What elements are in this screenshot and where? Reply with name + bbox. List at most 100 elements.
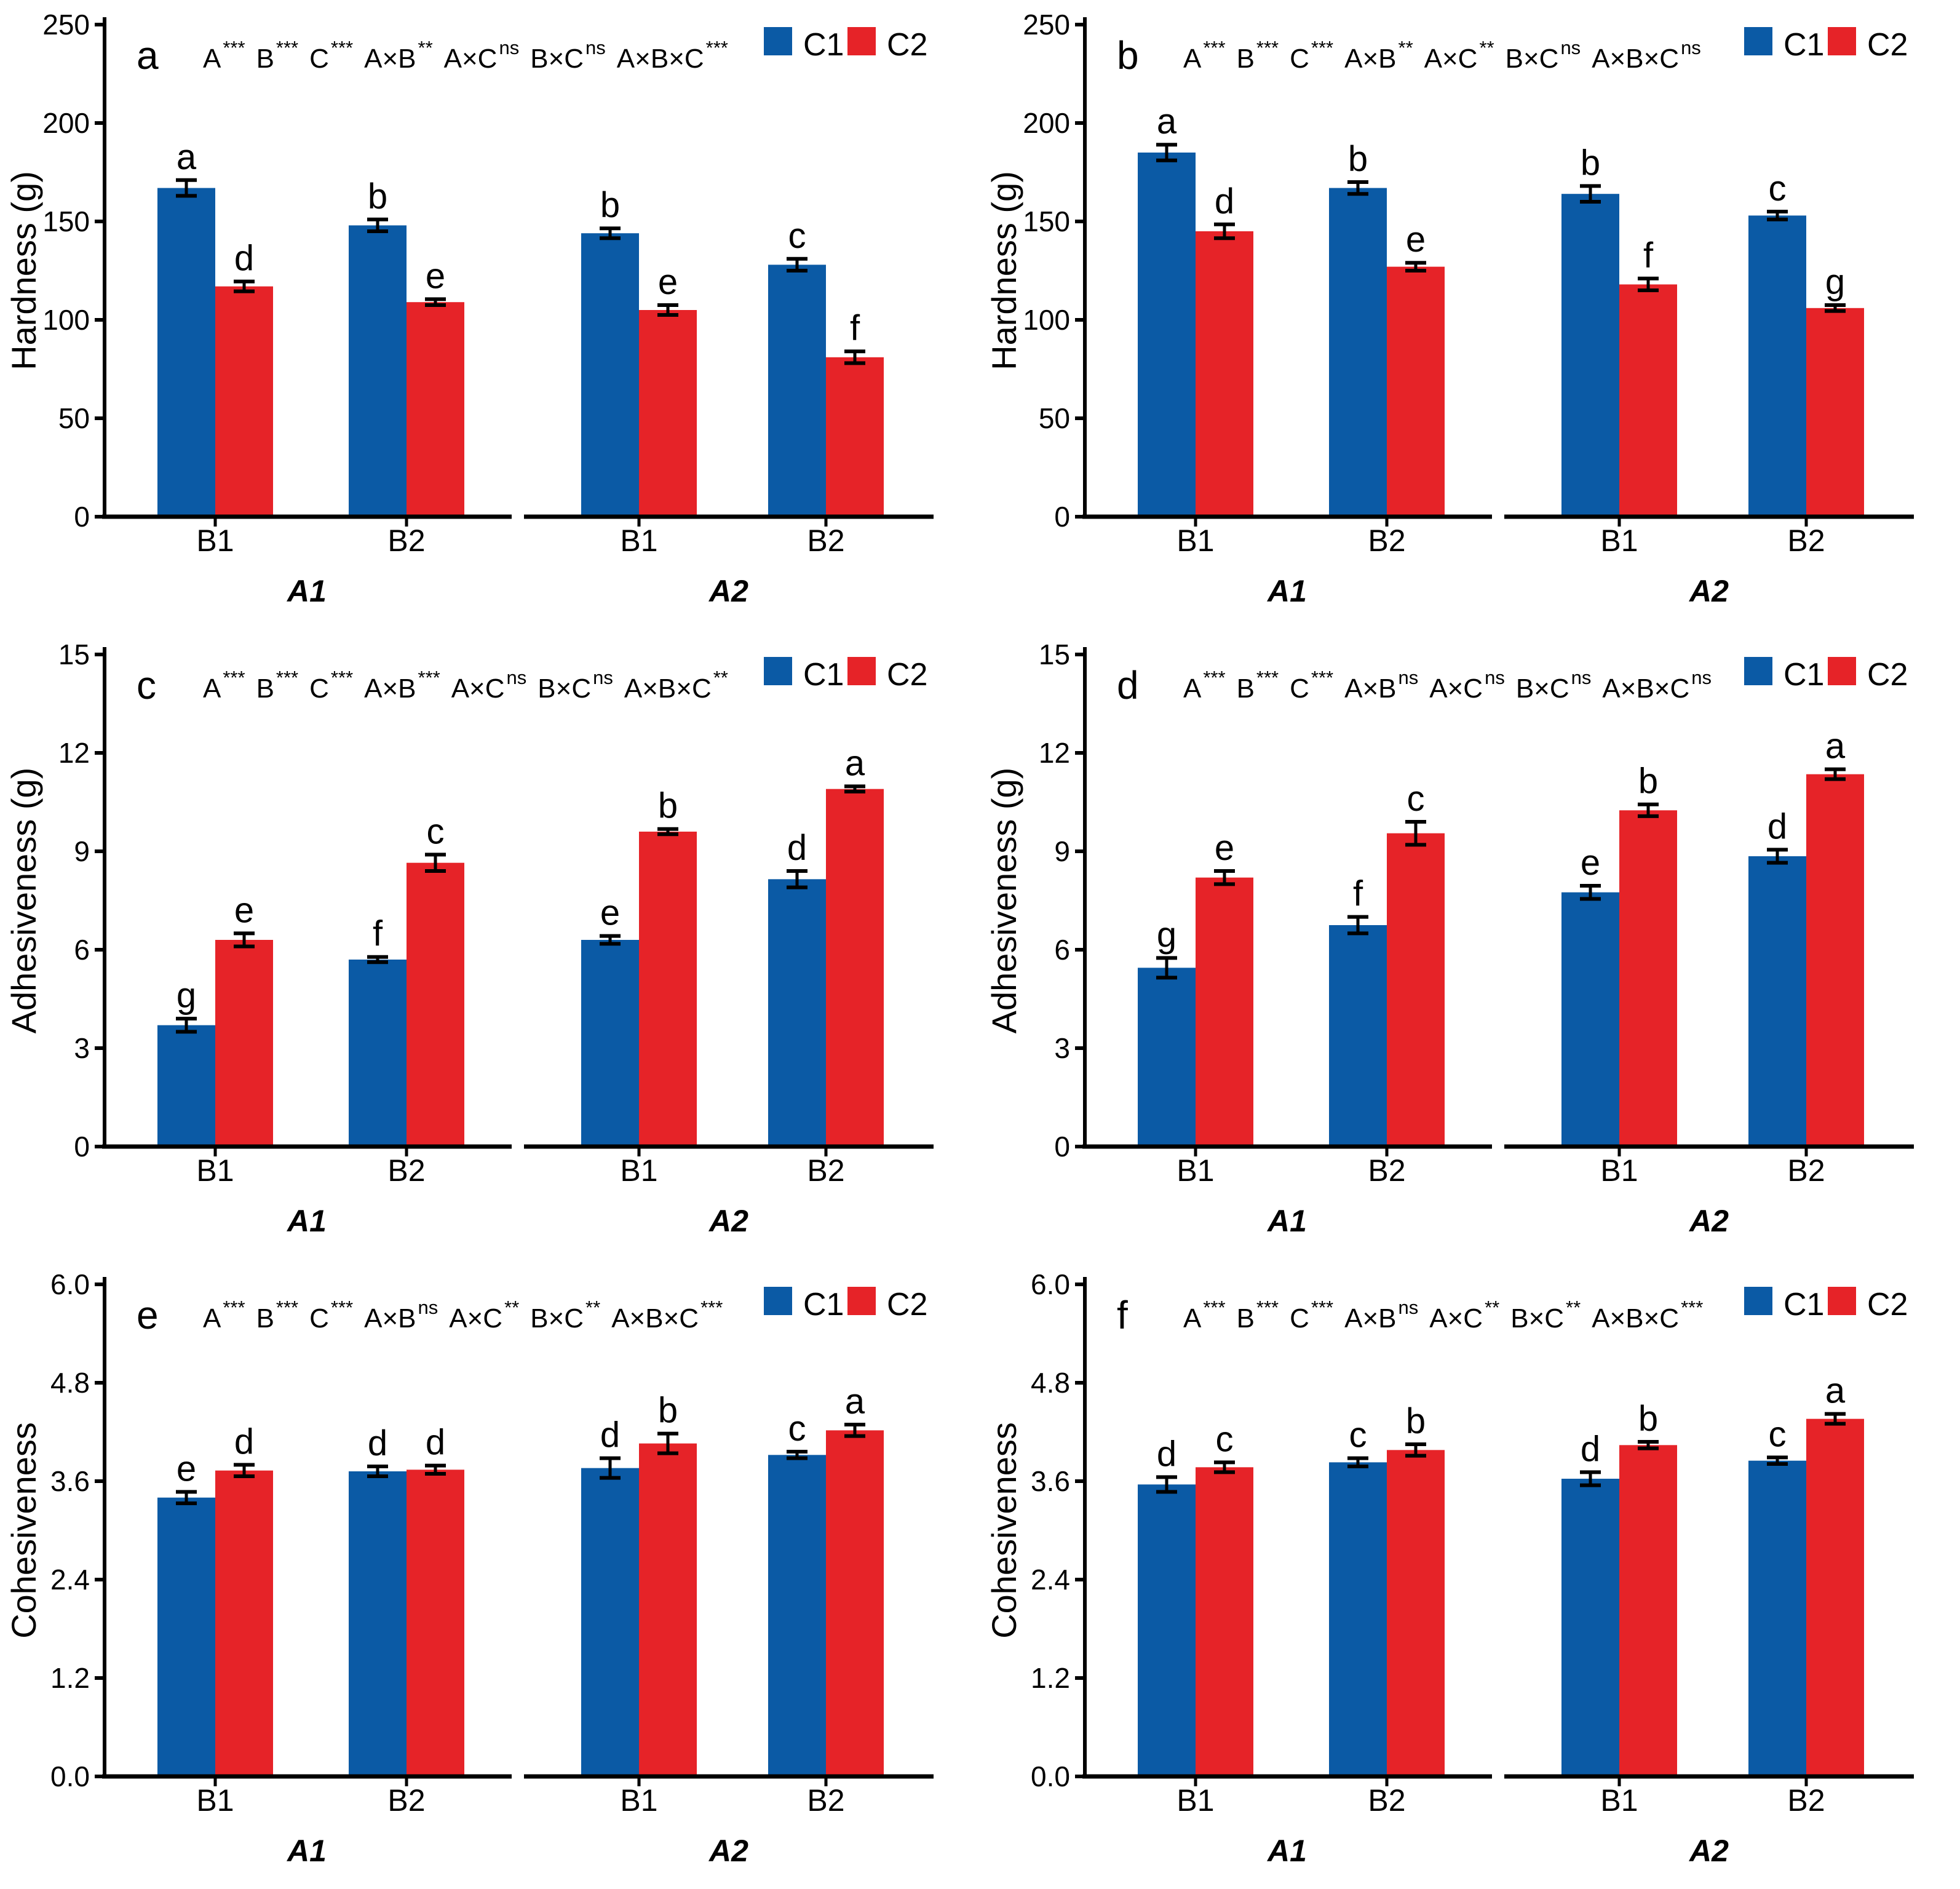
anova-annotation: A*** B*** C*** A×B** A×Cns B×Cns A×B×C*** xyxy=(203,37,728,74)
legend-label-c2: C2 xyxy=(887,657,927,693)
significance-letter: d xyxy=(600,1415,620,1455)
y-tick-label: 3.6 xyxy=(1031,1465,1070,1497)
y-tick-label: 12 xyxy=(58,737,90,769)
subgroup-label-b2: B2 xyxy=(1787,1153,1825,1188)
y-tick-label: 6.0 xyxy=(50,1268,90,1300)
subgroup-label-b1: B1 xyxy=(196,1153,234,1188)
significance-letter: a xyxy=(177,137,197,177)
bar-c1-a1-b1 xyxy=(1138,1484,1196,1776)
significance-letter: c xyxy=(1769,1414,1787,1454)
anova-superscript: ns xyxy=(593,667,613,688)
anova-annotation: A*** B*** C*** A×Bns A×Cns B×Cns A×B×Cns xyxy=(1183,667,1712,704)
group-label-a1: A1 xyxy=(286,1834,327,1868)
significance-letter: c xyxy=(1407,779,1425,819)
anova-superscript: *** xyxy=(1311,667,1333,688)
bar-c2-a2-b1 xyxy=(639,832,697,1147)
legend-label-c2: C2 xyxy=(1867,1287,1908,1322)
anova-superscript: ** xyxy=(504,1297,519,1318)
y-axis-title: Hardness (g) xyxy=(4,171,43,370)
anova-term: A×C xyxy=(444,44,498,74)
bar-c2-a1-b1 xyxy=(1196,1467,1253,1776)
anova-superscript: *** xyxy=(700,1297,723,1318)
subgroup-label-b2: B2 xyxy=(1368,523,1405,558)
significance-letter: e xyxy=(426,256,445,296)
anova-superscript: ns xyxy=(1571,667,1592,688)
subgroup-label-b1: B1 xyxy=(196,523,234,558)
significance-letter: e xyxy=(1581,843,1600,883)
anova-term: A×B×C xyxy=(1602,674,1689,704)
anova-term: A xyxy=(1183,1303,1202,1334)
group-label-a1: A1 xyxy=(1266,1834,1307,1868)
y-tick-label: 4.8 xyxy=(50,1367,90,1399)
significance-letter: e xyxy=(234,890,254,930)
y-tick-label: 250 xyxy=(42,9,90,41)
anova-term: A xyxy=(203,44,221,74)
subgroup-label-b2: B2 xyxy=(1368,1153,1405,1188)
y-tick-label: 0.0 xyxy=(1031,1760,1070,1792)
bar-c1-a2-b2 xyxy=(1748,1460,1806,1776)
subgroup-label-b1: B1 xyxy=(1176,523,1214,558)
anova-superscript: *** xyxy=(1681,1297,1703,1318)
anova-superscript: ns xyxy=(1399,1297,1419,1318)
anova-term: B×C xyxy=(1510,1303,1564,1334)
significance-letter: b xyxy=(1581,143,1600,183)
anova-annotation: A*** B*** C*** A×Bns A×C** B×C** A×B×C*** xyxy=(1183,1297,1703,1334)
subgroup-label-b1: B1 xyxy=(1600,523,1638,558)
anova-term: A×B xyxy=(1344,1303,1396,1334)
significance-letter: b xyxy=(658,786,678,826)
y-tick-label: 3 xyxy=(1054,1032,1070,1064)
anova-superscript: *** xyxy=(223,667,245,688)
anova-term: A×B×C xyxy=(1592,1303,1679,1334)
significance-letter: a xyxy=(845,743,865,783)
anova-superscript: *** xyxy=(1311,1297,1333,1318)
bar-c2-a1-b1 xyxy=(1196,877,1253,1147)
legend-label-c1: C1 xyxy=(803,27,844,63)
anova-term: C xyxy=(309,674,329,704)
y-axis-title: Adhesiveness (g) xyxy=(4,768,43,1034)
legend-swatch-c1 xyxy=(764,1287,792,1315)
anova-term: A×C xyxy=(449,1303,502,1334)
group-label-a2: A2 xyxy=(1688,574,1729,608)
group-label-a2: A2 xyxy=(708,1834,748,1868)
legend-label-c1: C1 xyxy=(1783,657,1824,693)
anova-annotation: A*** B*** C*** A×B*** A×Cns B×Cns A×B×C** xyxy=(203,667,728,704)
anova-term: A xyxy=(203,1303,221,1334)
y-tick-label: 3 xyxy=(74,1032,90,1064)
bar-c1-a2-b1 xyxy=(581,940,639,1147)
anova-superscript: ** xyxy=(418,37,433,58)
anova-superscript: ns xyxy=(1399,667,1419,688)
bar-c1-a2-b1 xyxy=(1561,194,1619,517)
y-axis-title: Cohesiveness xyxy=(4,1422,43,1639)
y-tick-label: 100 xyxy=(42,304,90,336)
legend-swatch-c2 xyxy=(1828,27,1856,55)
anova-term: B xyxy=(1237,674,1255,704)
bar-c2-a1-b2 xyxy=(407,862,464,1147)
anova-superscript: ns xyxy=(1560,37,1581,58)
y-tick-label: 2.4 xyxy=(50,1564,90,1596)
anova-term: A xyxy=(203,674,221,704)
group-label-a2: A2 xyxy=(1688,1204,1729,1238)
anova-term: B xyxy=(256,44,274,74)
anova-term: B×C xyxy=(538,674,591,704)
significance-letter: d xyxy=(1581,1429,1600,1469)
bar-c1-a2-b1 xyxy=(581,1468,639,1776)
legend-label-c2: C2 xyxy=(887,27,927,63)
bar-c1-a2-b2 xyxy=(768,879,826,1147)
legend-swatch-c1 xyxy=(1744,1287,1772,1315)
bar-c1-a1-b2 xyxy=(349,960,407,1147)
significance-letter: d xyxy=(426,1423,445,1463)
anova-term: B xyxy=(1237,44,1255,74)
subgroup-label-b2: B2 xyxy=(807,1153,844,1188)
anova-superscript: ns xyxy=(1485,667,1505,688)
subgroup-label-b1: B1 xyxy=(620,1153,657,1188)
y-tick-label: 3.6 xyxy=(50,1465,90,1497)
legend-swatch-c2 xyxy=(1828,657,1856,685)
y-tick-label: 150 xyxy=(1023,205,1070,237)
significance-letter: f xyxy=(373,914,383,954)
bar-c2-a2-b1 xyxy=(639,1443,697,1776)
significance-letter: c xyxy=(1349,1415,1367,1455)
y-tick-label: 0 xyxy=(74,1131,90,1163)
anova-superscript: *** xyxy=(1203,667,1225,688)
y-tick-label: 9 xyxy=(1054,835,1070,867)
